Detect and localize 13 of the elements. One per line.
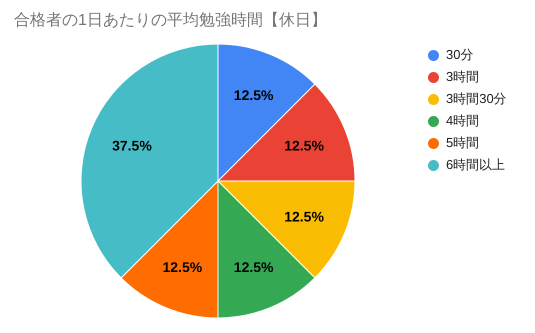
data-label: 12.5% [284, 137, 324, 154]
data-label: 12.5% [284, 208, 324, 225]
data-label: 12.5% [234, 259, 274, 276]
chart-title: 合格者の1日あたりの平均勉強時間【休日】 [14, 10, 327, 31]
legend-label: 3時間30分 [446, 90, 507, 108]
legend-label: 5時間 [446, 134, 480, 152]
data-label: 12.5% [162, 259, 203, 276]
legend-label: 30分 [446, 46, 474, 64]
legend-label: 3時間 [446, 68, 480, 86]
legend-label: 4時間 [446, 112, 480, 130]
legend-label: 6時間以上 [446, 156, 506, 174]
data-label: 37.5% [112, 137, 152, 154]
data-label: 12.5% [234, 86, 274, 103]
